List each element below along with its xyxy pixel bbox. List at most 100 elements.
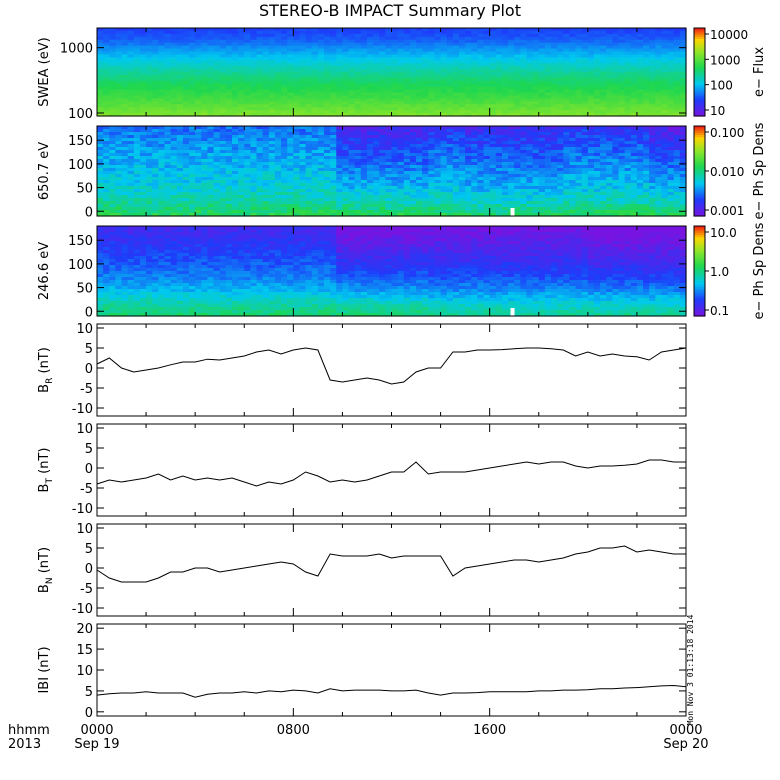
- spectrogram-cell: [133, 77, 141, 82]
- spectrogram-cell: [287, 126, 294, 130]
- spectrogram-cell: [593, 42, 601, 47]
- spectrogram-cell: [477, 63, 485, 67]
- spectrogram-cell: [373, 95, 380, 99]
- spectrogram-cell: [526, 48, 534, 53]
- spectrogram-cell: [679, 98, 687, 102]
- spectrogram-cell: [557, 60, 564, 64]
- spectrogram-cell: [403, 138, 411, 142]
- spectrogram-cell: [336, 210, 344, 214]
- spectrogram-cell: [379, 183, 386, 187]
- spectrogram-cell: [121, 30, 129, 35]
- spectrogram-cell: [471, 92, 478, 97]
- spectrogram-cell: [360, 138, 368, 142]
- spectrogram-cell: [127, 129, 135, 133]
- spectrogram-cell: [465, 33, 472, 38]
- spectrogram-cell: [189, 51, 196, 55]
- spectrogram-cell: [465, 57, 472, 61]
- spectrogram-cell: [299, 129, 307, 133]
- spectrogram-cell: [207, 92, 215, 97]
- spectrogram-cell: [606, 101, 613, 105]
- spectrogram-cell: [520, 66, 528, 70]
- spectrogram-cell: [317, 95, 325, 99]
- spectrogram-cell: [268, 33, 276, 38]
- spectrogram-cell: [360, 213, 368, 217]
- spectrogram-cell: [538, 57, 546, 61]
- spectrogram-cell: [600, 107, 607, 111]
- spectrogram-cell: [649, 39, 656, 44]
- spectrogram-cell: [600, 57, 607, 61]
- spectrogram-cell: [661, 51, 669, 55]
- spectrogram-cell: [256, 174, 264, 178]
- spectrogram-cell: [465, 186, 472, 190]
- spectrogram-cell: [354, 177, 362, 181]
- spectrogram-cell: [465, 207, 472, 211]
- spectrogram-cell: [649, 51, 656, 55]
- spectrogram-cell: [342, 39, 350, 44]
- spectrogram-cell: [600, 39, 607, 44]
- spectrogram-cell: [324, 33, 331, 38]
- spectrogram-cell: [483, 66, 491, 70]
- spectrogram-cell: [305, 189, 313, 193]
- spectrogram-cell: [446, 147, 454, 151]
- spectrogram-cell: [452, 104, 460, 108]
- spectrogram-cell: [121, 110, 129, 114]
- spectrogram-cell: [103, 129, 110, 133]
- spectrogram-cell: [115, 192, 123, 196]
- spectrogram-cell: [225, 54, 233, 58]
- spectrogram-cell: [317, 42, 325, 47]
- spectrogram-cell: [103, 89, 110, 94]
- spectrogram-cell: [373, 66, 380, 70]
- spectrogram-cell: [526, 153, 534, 157]
- spectrogram-cell: [195, 48, 202, 53]
- spectrogram-cell: [501, 135, 509, 139]
- spectrogram-cell: [551, 89, 558, 94]
- spectrogram-cell: [287, 69, 294, 73]
- spectrogram-cell: [256, 144, 264, 148]
- spectrogram-cell: [348, 141, 356, 145]
- spectrogram-cell: [189, 54, 196, 58]
- spectrogram-cell: [250, 147, 258, 151]
- spectrogram-cell: [544, 60, 552, 64]
- spectrogram-cell: [373, 86, 380, 91]
- spectrogram-cell: [336, 153, 344, 157]
- spectrogram-cell: [311, 204, 319, 208]
- spectrogram-cell: [189, 207, 196, 211]
- spectrogram-cell: [508, 171, 515, 175]
- spectrogram-cell: [483, 174, 491, 178]
- spectrogram-cell: [121, 147, 129, 151]
- spectrogram-cell: [342, 95, 350, 99]
- spectrogram-cell: [115, 33, 123, 38]
- spectrogram-cell: [311, 57, 319, 61]
- spectrogram-cell: [409, 204, 417, 208]
- spectrogram-cell: [452, 207, 460, 211]
- spectrogram-cell: [416, 92, 423, 97]
- spectrogram-cell: [428, 168, 436, 172]
- spectrogram-cell: [606, 42, 613, 47]
- spectrogram-cell: [422, 189, 429, 193]
- spectrogram-cell: [514, 159, 521, 163]
- spectrogram-cell: [514, 36, 521, 41]
- spectrogram-cell: [115, 77, 123, 82]
- spectrogram-cell: [342, 129, 350, 133]
- spectrogram-cell: [244, 195, 251, 199]
- spectrogram-cell: [146, 159, 153, 163]
- spectrogram-cell: [139, 144, 147, 148]
- spectrogram-cell: [391, 54, 399, 58]
- spectrogram-cell: [115, 86, 123, 91]
- spectrogram-cell: [287, 33, 294, 38]
- spectrogram-cell: [514, 48, 521, 53]
- spectrogram-cell: [354, 113, 362, 117]
- spectrogram-cell: [231, 63, 239, 67]
- spectrogram-cell: [440, 183, 448, 187]
- spectrogram-cell: [360, 141, 368, 145]
- spectrogram-cell: [330, 144, 337, 148]
- spectrogram-cell: [274, 192, 282, 196]
- spectrogram-cell: [422, 63, 429, 67]
- spectrogram-cell: [121, 54, 129, 58]
- spectrogram-cell: [520, 101, 528, 105]
- spectrogram-cell: [225, 150, 233, 154]
- spectrogram-cell: [422, 174, 429, 178]
- spectrogram-cell: [520, 42, 528, 47]
- spectrogram-cell: [366, 54, 374, 58]
- spectrogram-cell: [416, 30, 423, 35]
